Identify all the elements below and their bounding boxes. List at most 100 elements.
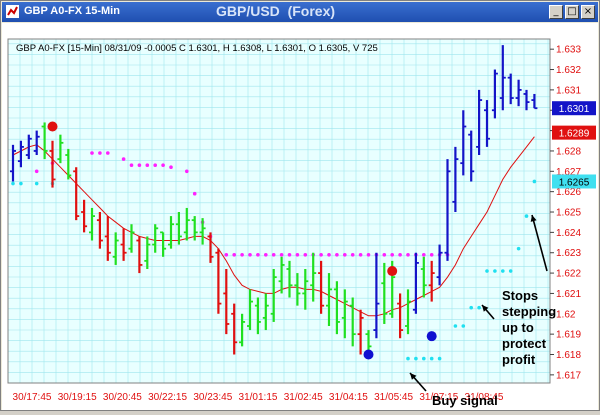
y-tick-label: 1.62: [556, 309, 576, 320]
stop-dot-cyan: [453, 324, 458, 328]
y-tick-label: 1.621: [556, 289, 581, 300]
y-tick-label: 1.628: [556, 146, 581, 157]
stop-dot-magenta: [287, 252, 292, 257]
x-tick-label: 30/22:15: [148, 392, 187, 403]
annotation-text: profit: [502, 352, 536, 367]
annotation-text: protect: [502, 336, 547, 351]
y-tick-label: 1.622: [556, 269, 581, 280]
stop-dot-cyan: [524, 214, 529, 218]
stop-dot-magenta: [121, 157, 126, 161]
stop-dot-magenta: [145, 163, 150, 168]
annotation-text: stepping: [502, 304, 556, 319]
stops-arrow-upper: [531, 214, 548, 272]
stop-dot-cyan: [501, 269, 505, 273]
stop-dot-magenta: [98, 151, 102, 155]
stop-dot-magenta: [327, 252, 331, 257]
stop-dot-cyan: [485, 269, 489, 273]
x-tick-label: 30/20:45: [103, 392, 142, 403]
stop-dot-magenta: [335, 252, 339, 257]
stop-dot-cyan: [11, 181, 15, 186]
stop-dot-cyan: [406, 356, 410, 361]
annotation-text: Stops: [502, 288, 538, 303]
chart-app-icon: [6, 5, 19, 18]
y-tick-label: 1.618: [556, 350, 581, 361]
stop-dot-cyan: [493, 269, 497, 273]
stop-dot-magenta: [429, 252, 434, 257]
x-tick-label: 30/17:45: [13, 392, 52, 403]
restore-button[interactable]: □: [565, 5, 579, 19]
signal-dot: [426, 331, 437, 342]
price-label-text: 1.6289: [559, 129, 590, 140]
x-tick-label: 30/19:15: [58, 392, 97, 403]
y-tick-label: 1.619: [556, 330, 581, 341]
stop-dot-magenta: [248, 252, 252, 257]
stop-dot-magenta: [192, 191, 197, 196]
stop-dot-magenta: [232, 252, 236, 257]
stop-dot-magenta: [137, 163, 142, 168]
y-tick-label: 1.633: [556, 45, 581, 56]
stop-dot-cyan: [422, 356, 426, 361]
stop-dot-magenta: [390, 252, 395, 257]
y-tick-label: 1.624: [556, 228, 581, 239]
close-button[interactable]: ×: [581, 5, 595, 19]
price-label-box: [552, 125, 596, 140]
stop-dot-magenta: [350, 252, 355, 257]
stop-dot-magenta: [224, 252, 229, 257]
stop-dot-magenta: [279, 252, 284, 257]
minimize-button[interactable]: _: [549, 5, 563, 19]
plot-border: [7, 38, 551, 384]
plot-area[interactable]: 1.6331.6321.6311.631.6291.6281.6271.6261…: [2, 23, 598, 410]
stop-dot-cyan: [469, 305, 474, 310]
stop-dot-magenta: [358, 252, 363, 257]
signal-dot: [387, 266, 398, 277]
stop-dot-cyan: [429, 356, 434, 361]
y-tick-label: 1.625: [556, 208, 581, 219]
window-title: GBP A0-FX 15-Min: [24, 5, 120, 17]
stop-dot-cyan: [532, 179, 537, 184]
stop-dot-magenta: [129, 163, 134, 168]
y-tick-label: 1.617: [556, 370, 581, 381]
y-tick-label: 1.626: [556, 187, 581, 198]
price-label-box: [552, 101, 596, 116]
stop-dot-cyan: [414, 356, 418, 361]
y-tick-label: 1.632: [556, 65, 581, 76]
signal-dot: [47, 121, 58, 132]
price-chart[interactable]: 1.6331.6321.6311.631.6291.6281.6271.6261…: [2, 23, 598, 410]
annotation-text: Buy signal: [432, 393, 498, 408]
annotation-text: up to: [502, 320, 534, 335]
x-tick-label: 31/04:15: [329, 392, 368, 403]
stop-dot-magenta: [153, 163, 157, 168]
stop-dot-magenta: [366, 252, 371, 257]
price-label-text: 1.6265: [559, 177, 590, 188]
y-tick-label: 1.623: [556, 248, 581, 259]
stop-dot-magenta: [382, 252, 387, 257]
chart-heading: GBP/USD (Forex): [216, 3, 336, 19]
stop-dot-magenta: [303, 252, 308, 257]
stop-dot-magenta: [319, 252, 323, 257]
stop-dot-magenta: [398, 252, 402, 257]
stop-dot-cyan: [34, 181, 39, 186]
stop-dot-magenta: [256, 252, 260, 257]
stop-dot-magenta: [161, 163, 165, 168]
stop-dot-magenta: [106, 151, 110, 155]
buy-signal-arrow-head: [410, 373, 417, 380]
x-tick-label: 31/07:15: [419, 392, 458, 403]
x-tick-label: 30/23:45: [193, 392, 232, 403]
x-tick-label: 31/05:45: [374, 392, 413, 403]
stop-dot-cyan: [19, 181, 23, 186]
stop-dot-magenta: [271, 252, 276, 257]
price-label-text: 1.6301: [559, 104, 590, 115]
title-bar[interactable]: GBP A0-FX 15-Min GBP/USD (Forex) _ □ ×: [2, 2, 598, 22]
price-label-box: [552, 174, 596, 189]
stop-dot-cyan: [477, 305, 481, 310]
y-tick-label: 1.627: [556, 167, 581, 178]
stop-dot-cyan: [516, 246, 521, 251]
plot-background: [8, 39, 550, 383]
stop-dot-magenta: [406, 252, 410, 257]
stop-dot-cyan: [508, 269, 513, 273]
stop-dot-magenta: [34, 169, 39, 174]
stop-dot-magenta: [343, 252, 347, 257]
stop-dot-magenta: [295, 252, 300, 257]
stop-dot-magenta: [169, 165, 173, 170]
